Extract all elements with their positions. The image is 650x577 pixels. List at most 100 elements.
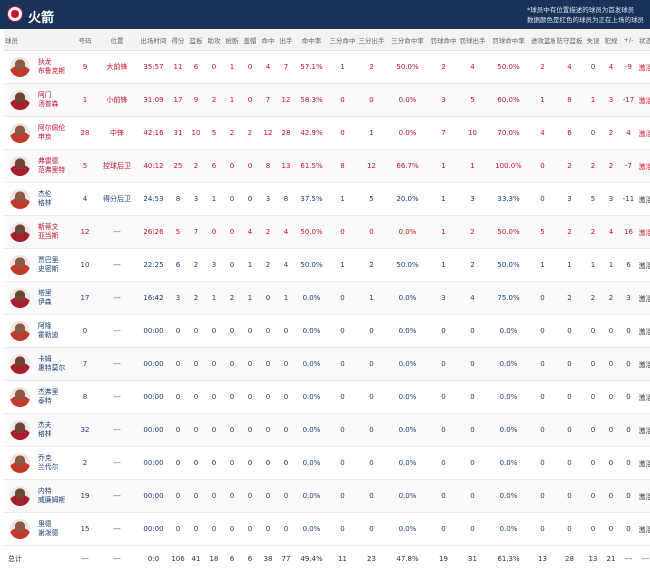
column-header[interactable]: +/- (620, 30, 637, 51)
player-name[interactable]: 塔里 伊森 (38, 289, 52, 307)
player-name[interactable]: 阿尔佩伦 申京 (38, 124, 65, 142)
status-badge: 激活 (637, 248, 650, 282)
stat-oreb: 5 (530, 215, 555, 249)
stat-tpm: 0 (328, 413, 357, 447)
stat-oreb: 0 (530, 347, 555, 381)
stat-dreb: 0 (555, 347, 584, 381)
table-row[interactable]: 杰弗里 泰特 8 --- 00:00 0 0 0 0 0 0 0 0.0% 0 0 0.0% 0 0 0.0% 0 0 0… (4, 380, 650, 414)
table-row[interactable]: 阿门 汤普森 1 小前锋 31:09 17 9 2 1 0 7 12 58.3% 0 0 0.0% 3 5 60.0… (4, 83, 650, 117)
player-cell[interactable]: 阿隆 霍勒迪 (4, 314, 74, 348)
player-cell[interactable]: 斯蒂文 亚当斯 (4, 215, 74, 249)
column-header[interactable]: 位置 (96, 30, 138, 51)
player-name[interactable]: 乔克 兰代尔 (38, 454, 58, 472)
player-name[interactable]: 狄龙 布鲁克斯 (38, 58, 65, 76)
column-header[interactable]: 三分命中率 (386, 30, 429, 51)
column-header[interactable]: 三分命中 (328, 30, 357, 51)
total-position: --- (96, 545, 138, 572)
player-name[interactable]: 贾巴里 史密斯 (38, 256, 58, 274)
stat-blk: 0 (241, 314, 259, 348)
table-row[interactable]: 内特 威廉姆斯 19 --- 00:00 0 0 0 0 0 0 0 0.0% 0 0 0.0% 0 0 0.0% 0… (4, 479, 650, 513)
player-name[interactable]: 里德 谢泼德 (38, 520, 58, 538)
player-name[interactable]: 阿门 汤普森 (38, 91, 58, 109)
stat-ast: 0 (205, 347, 223, 381)
column-header[interactable]: 三分出手 (357, 30, 386, 51)
player-name[interactable]: 弗雷德 范弗里特 (38, 157, 65, 175)
table-row[interactable]: 狄龙 布鲁克斯 9 大前锋 35:57 11 6 0 1 0 4 7 57.1% 1 2 50.0% 2 4 50.… (4, 50, 650, 84)
player-cell[interactable]: 杰伦 格林 (4, 182, 74, 216)
stat-blk: 0 (241, 347, 259, 381)
total-ast: 18 (205, 545, 223, 572)
stat-blk: 0 (241, 446, 259, 480)
stat-stl: 0 (223, 215, 241, 249)
table-row[interactable]: 杰夫 格林 32 --- 00:00 0 0 0 0 0 0 0 0.0% 0 0 0.0% 0 0 0.0% 0 0 0… (4, 413, 650, 447)
player-cell[interactable]: 狄龙 布鲁克斯 (4, 50, 74, 84)
column-header[interactable]: 失误 (584, 30, 602, 51)
stat-ast: 1 (205, 182, 223, 216)
stat-tpp: 50.0% (386, 50, 429, 84)
player-name-line2: 霍勒迪 (38, 331, 59, 339)
player-name[interactable]: 内特 威廉姆斯 (38, 487, 65, 505)
player-cell[interactable]: 塔里 伊森 (4, 281, 74, 315)
player-cell[interactable]: 里德 谢泼德 (4, 512, 74, 546)
table-row[interactable]: 斯蒂文 亚当斯 12 --- 26:26 5 7 0 0 4 2 4 50.0% 0 0 0.0% 1 2 50.0… (4, 215, 650, 249)
stat-dreb: 1 (555, 248, 584, 282)
stat-stl: 0 (223, 512, 241, 546)
table-row[interactable]: 贾巴里 史密斯 10 --- 22:25 6 2 3 0 1 2 4 50.0% 1 2 50.0% 1 2 50.… (4, 248, 650, 282)
column-header[interactable]: 出场时间 (138, 30, 169, 51)
column-header[interactable]: 罚球出手 (458, 30, 487, 51)
column-header[interactable]: 罚球命中 (429, 30, 458, 51)
stat-pts: 8 (169, 182, 187, 216)
stat-reb: 0 (187, 512, 205, 546)
player-name[interactable]: 卡姆 惠特莫尔 (38, 355, 65, 373)
player-cell[interactable]: 阿门 汤普森 (4, 83, 74, 117)
column-header[interactable]: 助攻 (205, 30, 223, 51)
column-header[interactable]: 出手 (277, 30, 295, 51)
column-header[interactable]: 抢断 (223, 30, 241, 51)
column-header[interactable]: 球员 (4, 30, 74, 51)
table-row[interactable]: 卡姆 惠特莫尔 7 --- 00:00 0 0 0 0 0 0 0 0.0% 0 0 0.0% 0 0 0.0% 0 0… (4, 347, 650, 381)
column-header[interactable]: 状态 (637, 30, 650, 51)
column-header[interactable]: 犯规 (602, 30, 620, 51)
player-cell[interactable]: 杰夫 格林 (4, 413, 74, 447)
column-header[interactable]: 罚球命中率 (487, 30, 530, 51)
player-cell[interactable]: 贾巴里 史密斯 (4, 248, 74, 282)
column-header[interactable]: 号码 (74, 30, 96, 51)
player-cell[interactable]: 内特 威廉姆斯 (4, 479, 74, 513)
stat-fgp: 58.3% (295, 83, 328, 117)
table-row[interactable]: 杰伦 格林 4 得分后卫 24:53 8 3 1 0 0 3 8 37.5% 1 5 20.0% 1 3 33.3%… (4, 182, 650, 216)
player-cell[interactable]: 杰弗里 泰特 (4, 380, 74, 414)
player-name[interactable]: 杰弗里 泰特 (38, 388, 58, 406)
column-header[interactable]: 盖帽 (241, 30, 259, 51)
table-row[interactable]: 阿尔佩伦 申京 28 中锋 42:16 31 10 5 2 2 12 28 42.9% 0 1 0.0% 7 10… (4, 116, 650, 150)
stat-fgm: 4 (259, 50, 277, 84)
player-name[interactable]: 斯蒂文 亚当斯 (38, 223, 58, 241)
table-row[interactable]: 弗雷德 范弗里特 5 控球后卫 40:12 25 2 6 0 0 8 13 61.5% 8 12 66.7% 1… (4, 149, 650, 183)
table-row[interactable]: 塔里 伊森 17 --- 16:42 3 2 1 2 1 0 1 0.0% 0 1 0.0% 3 4 75.0% 0 2… (4, 281, 650, 315)
total-fgp: 49.4% (295, 545, 328, 572)
column-header[interactable]: 进攻篮板 (530, 30, 555, 51)
stat-fga: 0 (277, 380, 295, 414)
table-row[interactable]: 乔克 兰代尔 2 --- 00:00 0 0 0 0 0 0 0 0.0% 0 0 0.0% 0 0 0.0% 0 0 0… (4, 446, 650, 480)
player-cell[interactable]: 乔克 兰代尔 (4, 446, 74, 480)
jersey-number: 4 (74, 182, 96, 216)
column-header[interactable]: 得分 (169, 30, 187, 51)
player-cell[interactable]: 卡姆 惠特莫尔 (4, 347, 74, 381)
column-header[interactable]: 命中 (259, 30, 277, 51)
stat-blk: 0 (241, 479, 259, 513)
player-cell[interactable]: 弗雷德 范弗里特 (4, 149, 74, 183)
stat-dreb: 2 (555, 281, 584, 315)
table-row[interactable]: 里德 谢泼德 15 --- 00:00 0 0 0 0 0 0 0 0.0% 0 0 0.0% 0 0 0.0% 0 0… (4, 512, 650, 546)
stat-tpa: 0 (357, 83, 386, 117)
column-header[interactable]: 篮板 (187, 30, 205, 51)
player-name[interactable]: 杰伦 格林 (38, 190, 52, 208)
column-header[interactable]: 防守篮板 (555, 30, 584, 51)
player-name[interactable]: 杰夫 格林 (38, 421, 52, 439)
column-header[interactable]: 命中率 (295, 30, 328, 51)
player-cell[interactable]: 阿尔佩伦 申京 (4, 116, 74, 150)
player-name[interactable]: 阿隆 霍勒迪 (38, 322, 58, 340)
table-row[interactable]: 阿隆 霍勒迪 0 --- 00:00 0 0 0 0 0 0 0 0.0% 0 0 0.0% 0 0 0.0% 0 0 0… (4, 314, 650, 348)
stat-fgp: 42.9% (295, 116, 328, 150)
position: 中锋 (96, 116, 138, 150)
stat-tpm: 0 (328, 512, 357, 546)
stat-tpa: 5 (357, 182, 386, 216)
